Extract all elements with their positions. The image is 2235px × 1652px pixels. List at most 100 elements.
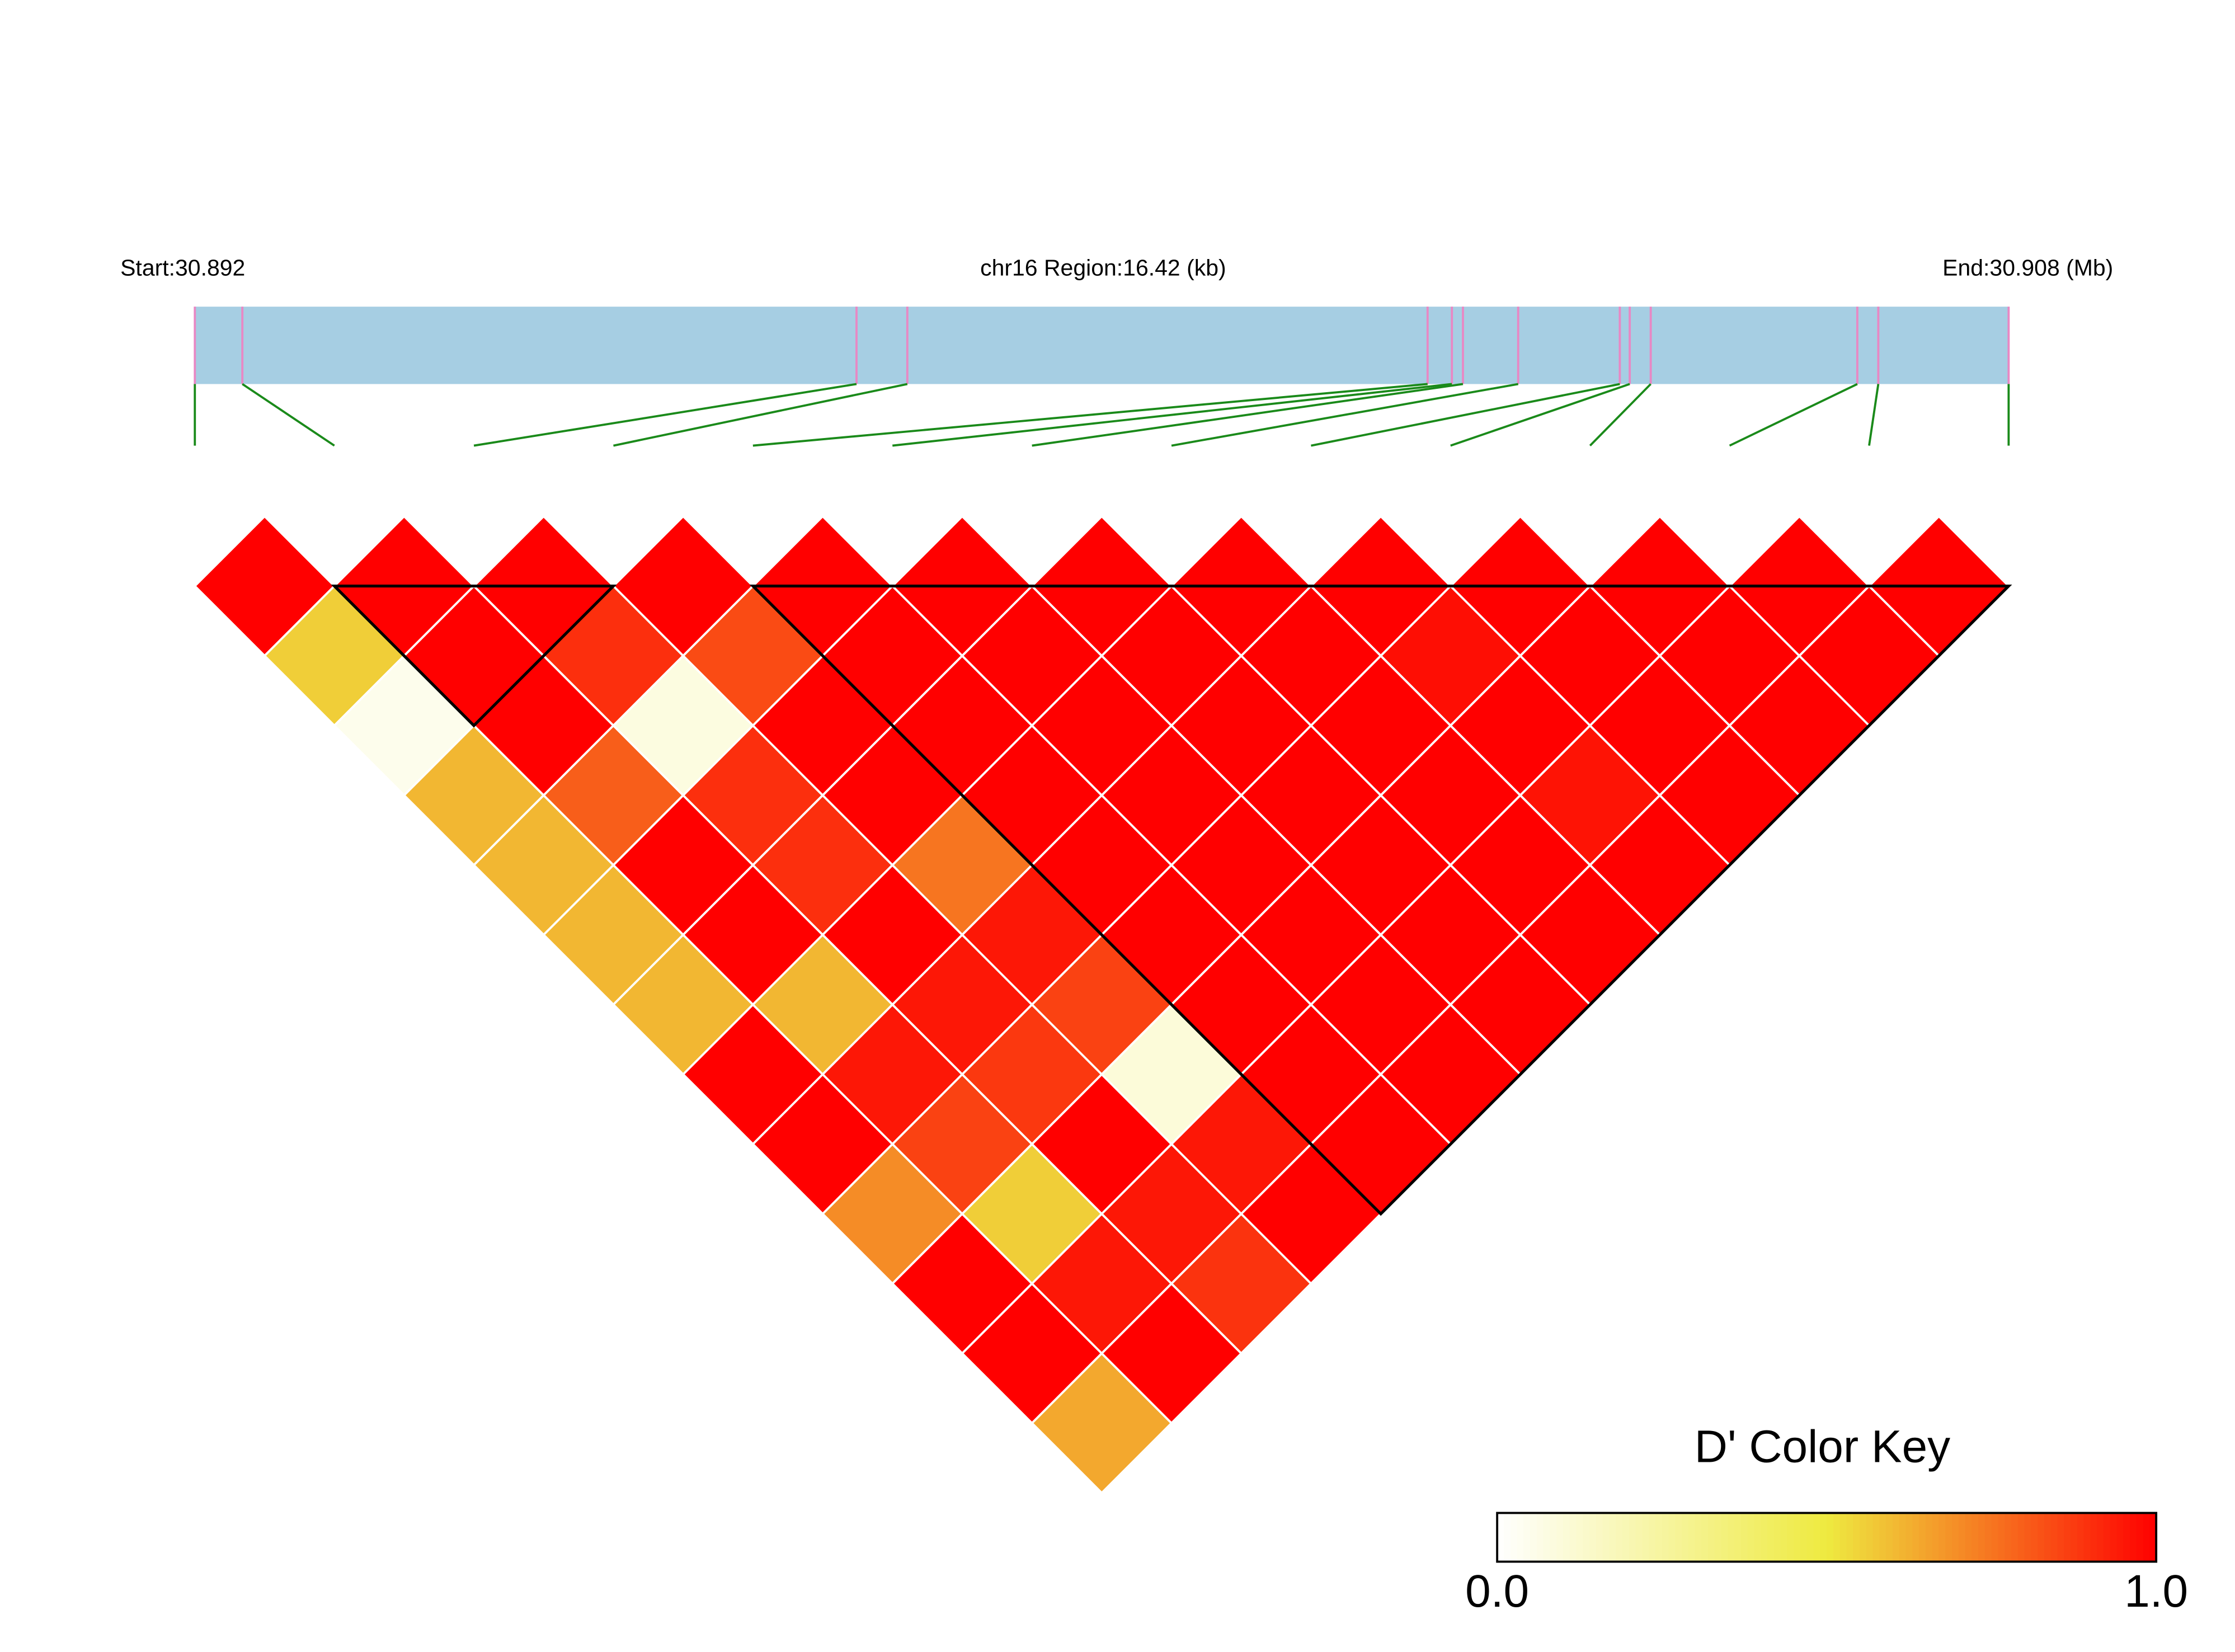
key-stripe (1747, 1513, 1755, 1562)
key-stripe (1872, 1513, 1880, 1562)
snp-link-line (1729, 383, 1858, 447)
key-stripe (2130, 1513, 2138, 1562)
key-stripe (1741, 1513, 1749, 1562)
key-border (1496, 1512, 2158, 1563)
key-stripe (1543, 1513, 1551, 1562)
snp-link-line (613, 383, 908, 447)
key-stripe (1971, 1513, 1979, 1562)
key-stripe (1523, 1513, 1531, 1562)
key-stripe (1912, 1513, 1920, 1562)
key-stripe (1846, 1513, 1854, 1562)
snp-link-line (1311, 383, 1620, 447)
key-stripe (1616, 1513, 1624, 1562)
key-stripe (2005, 1513, 2012, 1562)
key-stripe (1925, 1513, 1933, 1562)
key-stripe (2090, 1513, 2098, 1562)
key-stripe (2017, 1513, 2025, 1562)
snp-link-line (892, 383, 1452, 447)
key-stripe (1787, 1513, 1795, 1562)
key-stripe (1919, 1513, 1927, 1562)
key-stripe (2103, 1513, 2111, 1562)
key-stripe (1602, 1513, 1610, 1562)
key-stripe (1958, 1513, 1966, 1562)
snp-link-line (1589, 383, 1652, 446)
key-stripe (1576, 1513, 1584, 1562)
key-stripe (2071, 1513, 2078, 1562)
key-stripe (1563, 1513, 1570, 1562)
key-stripe (2038, 1513, 2045, 1562)
key-stripe (1583, 1513, 1591, 1562)
key-stripe (1853, 1513, 1861, 1562)
key-stripe (1517, 1513, 1524, 1562)
key-stripe (1827, 1513, 1834, 1562)
ld-block (749, 584, 2012, 1216)
key-stripe (1681, 1513, 1690, 1562)
key-stripe (1761, 1513, 1768, 1562)
key-stripe (1668, 1513, 1676, 1562)
key-stripe (2149, 1513, 2157, 1562)
key-stripe (1721, 1513, 1729, 1562)
key-stripe (1965, 1513, 1973, 1562)
key-stripe (1662, 1513, 1669, 1562)
color-key-title: D' Color Key (1695, 1421, 1950, 1472)
key-stripe (1886, 1513, 1894, 1562)
key-stripe (1951, 1513, 1960, 1562)
key-stripe (1503, 1513, 1511, 1562)
key-stripe (1984, 1513, 1992, 1562)
key-stripe (1938, 1513, 1946, 1562)
key-stripe (1991, 1513, 1999, 1562)
key-tick-label: 0.0 (1465, 1566, 1529, 1617)
key-stripe (1589, 1513, 1597, 1562)
snp-link-line (242, 383, 335, 447)
key-stripe (1932, 1513, 1940, 1562)
key-stripe (2116, 1513, 2124, 1562)
end-label: End:30.908 (Mb) (1942, 255, 2113, 280)
key-stripe (1642, 1513, 1650, 1562)
key-stripe (1767, 1513, 1775, 1562)
snp-link-line (1171, 383, 1519, 447)
key-stripe (1701, 1513, 1709, 1562)
region-bar (195, 307, 2009, 384)
key-stripe (1695, 1513, 1702, 1562)
key-stripe (1530, 1513, 1538, 1562)
key-stripe (1839, 1513, 1847, 1562)
region-label: chr16 Region:16.42 (kb) (980, 255, 1226, 280)
key-stripe (1714, 1513, 1722, 1562)
key-stripe (2143, 1513, 2151, 1562)
key-stripe (1754, 1513, 1762, 1562)
key-stripe (1629, 1513, 1636, 1562)
key-stripe (1556, 1513, 1564, 1562)
key-stripe (2031, 1513, 2039, 1562)
key-stripe (1806, 1513, 1814, 1562)
key-stripe (1649, 1513, 1657, 1562)
key-stripe (1675, 1513, 1683, 1562)
key-stripe (1820, 1513, 1828, 1562)
ld-block (331, 584, 617, 728)
key-stripe (1945, 1513, 1953, 1562)
key-stripe (1688, 1513, 1696, 1562)
key-stripe (2044, 1513, 2052, 1562)
key-stripe (1899, 1513, 1907, 1562)
key-stripe (1536, 1513, 1544, 1562)
key-tick-label: 1.0 (2124, 1566, 2188, 1617)
key-stripe (1510, 1513, 1518, 1562)
key-stripe (1609, 1513, 1617, 1562)
start-label: Start:30.892 (120, 255, 245, 280)
key-stripe (1655, 1513, 1663, 1562)
key-stripe (1866, 1513, 1874, 1562)
snp-link-line (1032, 383, 1464, 447)
snp-link-line (473, 383, 857, 447)
key-stripe (2064, 1513, 2072, 1562)
key-stripe (2050, 1513, 2058, 1562)
key-stripe (1833, 1513, 1841, 1562)
key-stripe (2136, 1513, 2144, 1562)
key-stripe (1780, 1513, 1788, 1562)
key-stripe (1734, 1513, 1742, 1562)
key-stripe (1550, 1513, 1558, 1562)
key-stripe (1497, 1513, 1505, 1562)
key-stripe (1800, 1513, 1808, 1562)
key-stripe (1905, 1513, 1913, 1562)
key-stripe (2024, 1513, 2032, 1562)
key-stripe (1773, 1513, 1781, 1562)
